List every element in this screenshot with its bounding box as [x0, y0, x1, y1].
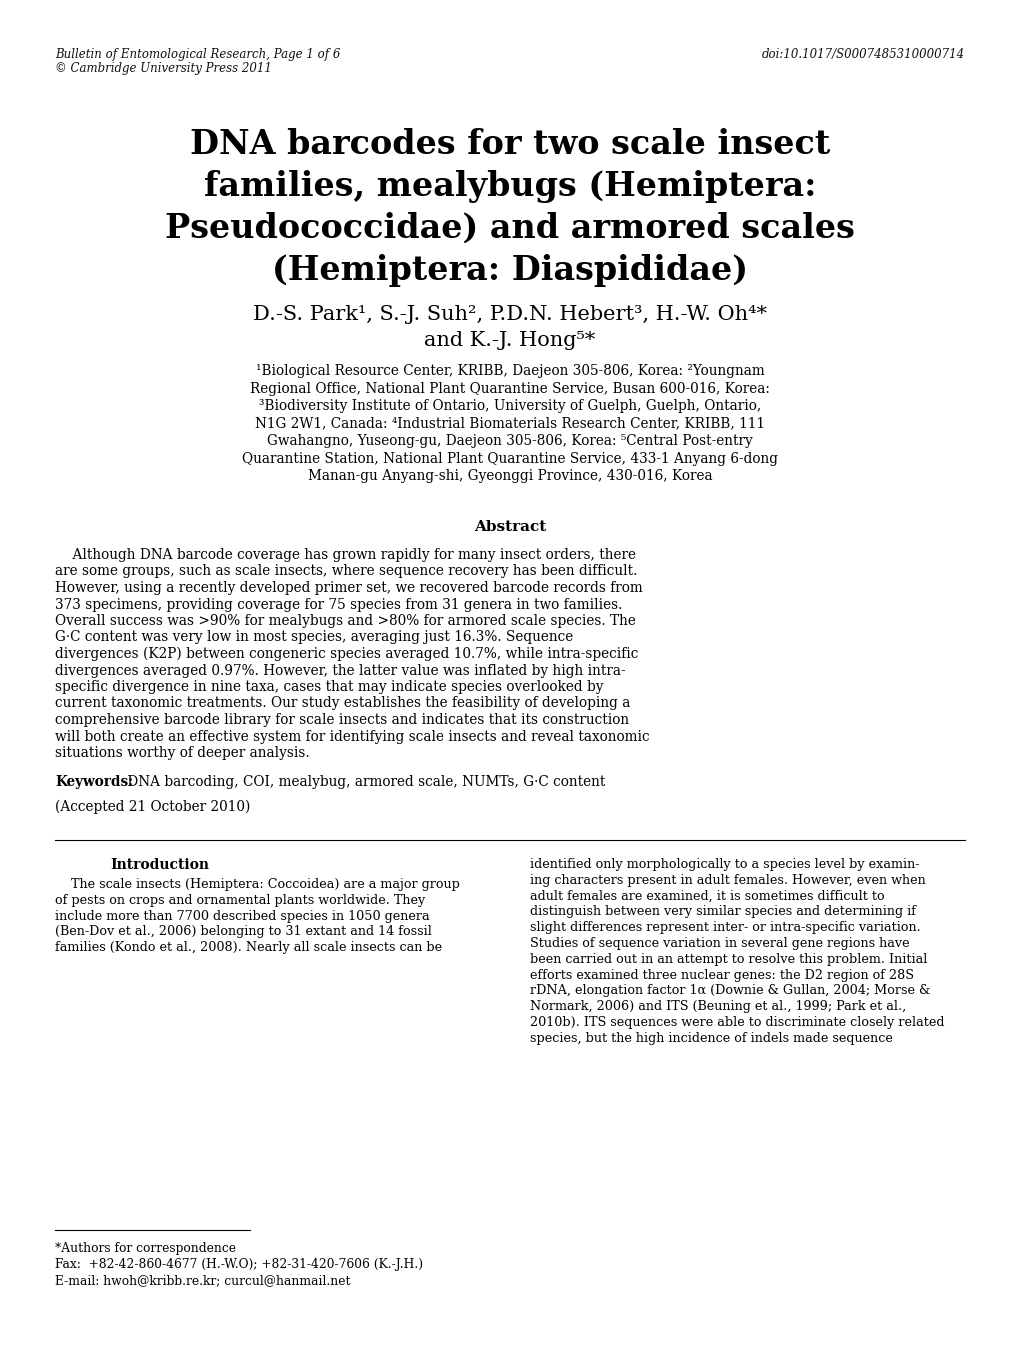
- Text: *Authors for correspondence: *Authors for correspondence: [55, 1241, 235, 1255]
- Text: Abstract: Abstract: [474, 521, 545, 534]
- Text: ¹Biological Resource Center, KRIBB, Daejeon 305-806, Korea: ²Youngnam: ¹Biological Resource Center, KRIBB, Daej…: [256, 364, 763, 378]
- Text: identified only morphologically to a species level by examin-: identified only morphologically to a spe…: [530, 858, 918, 872]
- Text: Introduction: Introduction: [110, 858, 209, 872]
- Text: Normark, 2006) and ITS (Beuning et al., 1999; Park et al.,: Normark, 2006) and ITS (Beuning et al., …: [530, 1001, 905, 1013]
- Text: adult females are examined, it is sometimes difficult to: adult females are examined, it is someti…: [530, 889, 883, 902]
- Text: and K.-J. Hong⁵*: and K.-J. Hong⁵*: [424, 331, 595, 350]
- Text: Keywords:: Keywords:: [55, 775, 133, 790]
- Text: specific divergence in nine taxa, cases that may indicate species overlooked by: specific divergence in nine taxa, cases …: [55, 681, 603, 694]
- Text: include more than 7700 described species in 1050 genera: include more than 7700 described species…: [55, 909, 429, 923]
- Text: divergences averaged 0.97%. However, the latter value was inflated by high intra: divergences averaged 0.97%. However, the…: [55, 663, 625, 678]
- Text: 373 specimens, providing coverage for 75 species from 31 genera in two families.: 373 specimens, providing coverage for 75…: [55, 597, 622, 612]
- Text: Quarantine Station, National Plant Quarantine Service, 433-1 Anyang 6-dong: Quarantine Station, National Plant Quara…: [242, 452, 777, 465]
- Text: DNA barcoding, COI, mealybug, armored scale, NUMTs, G·C content: DNA barcoding, COI, mealybug, armored sc…: [123, 775, 605, 790]
- Text: (Accepted 21 October 2010): (Accepted 21 October 2010): [55, 800, 250, 814]
- Text: divergences (K2P) between congeneric species averaged 10.7%, while intra-specifi: divergences (K2P) between congeneric spe…: [55, 647, 638, 662]
- Text: situations worthy of deeper analysis.: situations worthy of deeper analysis.: [55, 746, 310, 760]
- Text: families, mealybugs (Hemiptera:: families, mealybugs (Hemiptera:: [204, 169, 815, 203]
- Text: Fax:  +82-42-860-4677 (H.-W.O); +82-31-420-7606 (K.-J.H.): Fax: +82-42-860-4677 (H.-W.O); +82-31-42…: [55, 1258, 423, 1271]
- Text: The scale insects (Hemiptera: Coccoidea) are a major group: The scale insects (Hemiptera: Coccoidea)…: [55, 878, 460, 890]
- Text: Pseudococcidae) and armored scales: Pseudococcidae) and armored scales: [165, 213, 854, 245]
- Text: Although DNA barcode coverage has grown rapidly for many insect orders, there: Although DNA barcode coverage has grown …: [55, 547, 636, 562]
- Text: 2010b). ITS sequences were able to discriminate closely related: 2010b). ITS sequences were able to discr…: [530, 1015, 944, 1029]
- Text: © Cambridge University Press 2011: © Cambridge University Press 2011: [55, 62, 272, 75]
- Text: DNA barcodes for two scale insect: DNA barcodes for two scale insect: [190, 128, 829, 161]
- Text: (Hemiptera: Diaspididae): (Hemiptera: Diaspididae): [272, 254, 747, 286]
- Text: been carried out in an attempt to resolve this problem. Initial: been carried out in an attempt to resolv…: [530, 952, 926, 966]
- Text: Studies of sequence variation in several gene regions have: Studies of sequence variation in several…: [530, 937, 909, 950]
- Text: are some groups, such as scale insects, where sequence recovery has been difficu: are some groups, such as scale insects, …: [55, 565, 637, 578]
- Text: However, using a recently developed primer set, we recovered barcode records fro: However, using a recently developed prim…: [55, 581, 642, 594]
- Text: rDNA, elongation factor 1α (Downie & Gullan, 2004; Morse &: rDNA, elongation factor 1α (Downie & Gul…: [530, 985, 929, 998]
- Text: will both create an effective system for identifying scale insects and reveal ta: will both create an effective system for…: [55, 729, 649, 744]
- Text: distinguish between very similar species and determining if: distinguish between very similar species…: [530, 905, 915, 919]
- Text: D.-S. Park¹, S.-J. Suh², P.D.N. Hebert³, H.-W. Oh⁴*: D.-S. Park¹, S.-J. Suh², P.D.N. Hebert³,…: [253, 305, 766, 324]
- Text: doi:10.1017/S0007485310000714: doi:10.1017/S0007485310000714: [761, 48, 964, 61]
- Text: species, but the high incidence of indels made sequence: species, but the high incidence of indel…: [530, 1032, 892, 1045]
- Text: (Ben-Dov et al., 2006) belonging to 31 extant and 14 fossil: (Ben-Dov et al., 2006) belonging to 31 e…: [55, 925, 431, 939]
- Text: N1G 2W1, Canada: ⁴Industrial Biomaterials Research Center, KRIBB, 111: N1G 2W1, Canada: ⁴Industrial Biomaterial…: [255, 417, 764, 430]
- Text: comprehensive barcode library for scale insects and indicates that its construct: comprehensive barcode library for scale …: [55, 713, 629, 728]
- Text: ³Biodiversity Institute of Ontario, University of Guelph, Guelph, Ontario,: ³Biodiversity Institute of Ontario, Univ…: [259, 399, 760, 413]
- Text: E-mail: hwoh@kribb.re.kr; curcul@hanmail.net: E-mail: hwoh@kribb.re.kr; curcul@hanmail…: [55, 1274, 351, 1287]
- Text: current taxonomic treatments. Our study establishes the feasibility of developin: current taxonomic treatments. Our study …: [55, 697, 630, 710]
- Text: Bulletin of Entomological Research, Page 1 of 6: Bulletin of Entomological Research, Page…: [55, 48, 340, 61]
- Text: efforts examined three nuclear genes: the D2 region of 28S: efforts examined three nuclear genes: th…: [530, 968, 913, 982]
- Text: Overall success was >90% for mealybugs and >80% for armored scale species. The: Overall success was >90% for mealybugs a…: [55, 615, 635, 628]
- Text: Regional Office, National Plant Quarantine Service, Busan 600-016, Korea:: Regional Office, National Plant Quaranti…: [250, 382, 769, 395]
- Text: slight differences represent inter- or intra-specific variation.: slight differences represent inter- or i…: [530, 921, 920, 935]
- Text: G·C content was very low in most species, averaging just 16.3%. Sequence: G·C content was very low in most species…: [55, 631, 573, 644]
- Text: ing characters present in adult females. However, even when: ing characters present in adult females.…: [530, 874, 925, 886]
- Text: Gwahangno, Yuseong-gu, Daejeon 305-806, Korea: ⁵Central Post-entry: Gwahangno, Yuseong-gu, Daejeon 305-806, …: [267, 434, 752, 448]
- Text: Manan-gu Anyang-shi, Gyeonggi Province, 430-016, Korea: Manan-gu Anyang-shi, Gyeonggi Province, …: [308, 469, 711, 483]
- Text: families (Kondo et al., 2008). Nearly all scale insects can be: families (Kondo et al., 2008). Nearly al…: [55, 941, 441, 954]
- Text: of pests on crops and ornamental plants worldwide. They: of pests on crops and ornamental plants …: [55, 894, 425, 907]
